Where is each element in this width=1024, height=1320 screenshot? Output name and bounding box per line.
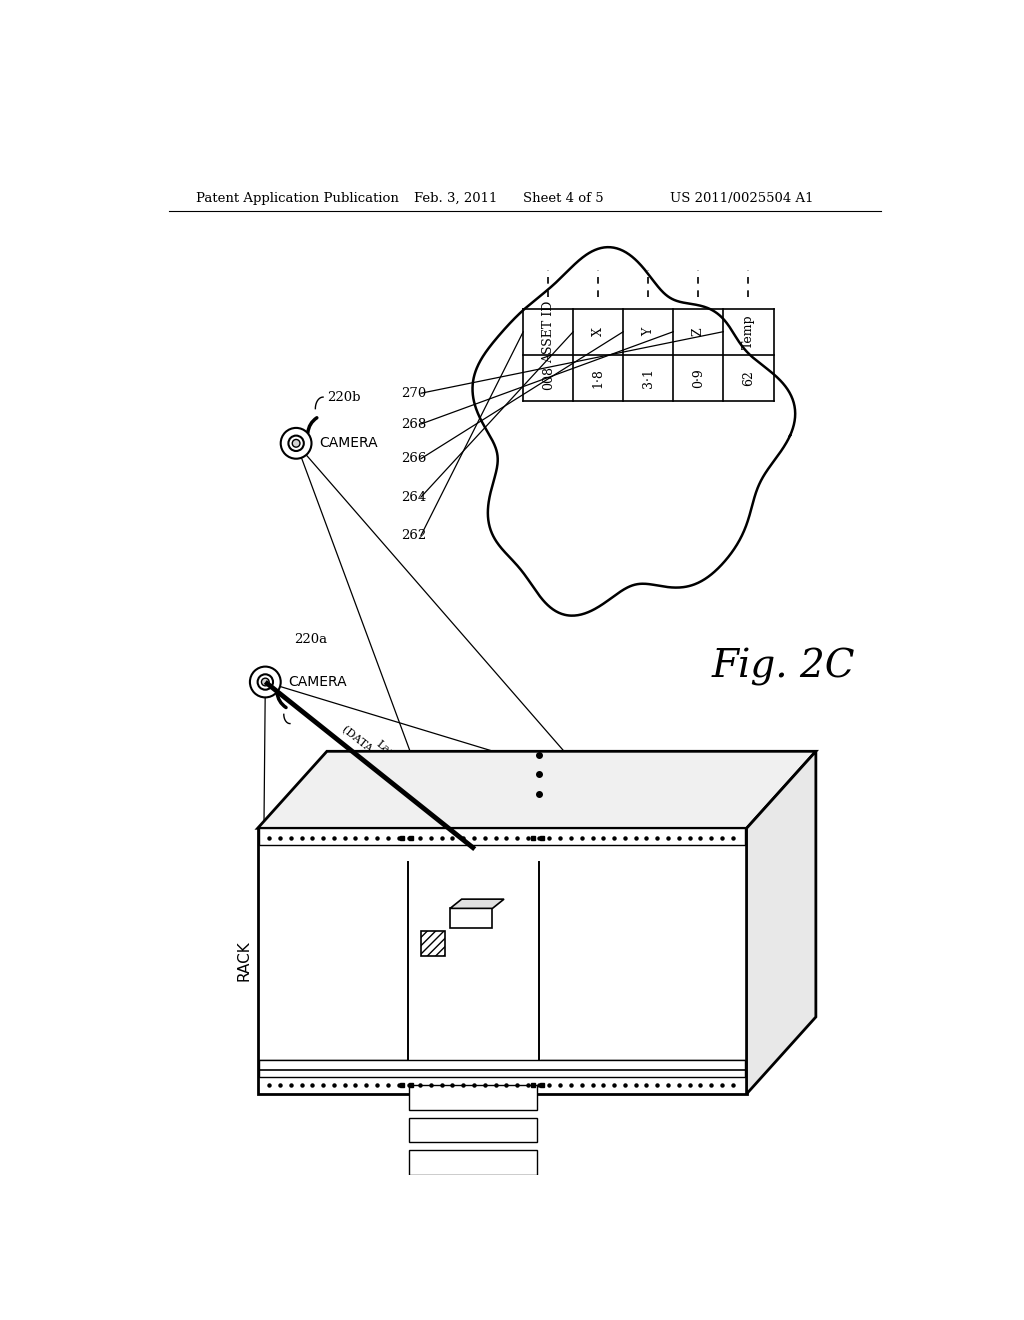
Circle shape <box>258 675 273 689</box>
Text: US 2011/0025504 A1: US 2011/0025504 A1 <box>670 191 813 205</box>
Text: Y: Y <box>642 327 655 335</box>
Text: 110: 110 <box>562 783 588 797</box>
Bar <box>410 1085 538 1110</box>
Text: Laser: Laser <box>375 739 406 766</box>
Text: 220a: 220a <box>295 634 328 647</box>
Polygon shape <box>451 908 493 928</box>
Text: 0·9: 0·9 <box>692 368 705 388</box>
Text: X: X <box>592 327 605 337</box>
Bar <box>541 1060 745 1071</box>
Text: 008: 008 <box>452 973 465 998</box>
Text: Z: Z <box>692 327 705 337</box>
Bar <box>259 1060 745 1077</box>
Text: RACK: RACK <box>237 940 252 981</box>
Circle shape <box>261 678 269 686</box>
Text: 008: 008 <box>542 366 555 389</box>
Bar <box>259 829 745 845</box>
Bar <box>421 932 445 956</box>
Text: 270: 270 <box>401 387 427 400</box>
Text: Feb. 3, 2011: Feb. 3, 2011 <box>414 191 498 205</box>
Text: 262: 262 <box>401 529 427 543</box>
Text: 268: 268 <box>401 417 427 430</box>
Text: 266: 266 <box>401 453 427 465</box>
Circle shape <box>289 436 304 451</box>
Text: CAMERA: CAMERA <box>319 437 378 450</box>
Text: 3·1: 3·1 <box>642 368 655 388</box>
Text: Temp: Temp <box>742 314 755 348</box>
Bar <box>259 1060 407 1071</box>
Text: (DATA CHANNEL): (DATA CHANNEL) <box>340 723 428 797</box>
Polygon shape <box>451 899 504 908</box>
Bar <box>410 1118 538 1143</box>
Text: Patent Application Publication: Patent Application Publication <box>196 191 399 205</box>
Text: Sheet 4 of 5: Sheet 4 of 5 <box>523 191 604 205</box>
Text: 1·8: 1·8 <box>592 368 605 388</box>
Text: 264: 264 <box>401 491 427 504</box>
Bar <box>410 1150 538 1175</box>
Text: 220b: 220b <box>327 391 360 404</box>
Text: CAMERA: CAMERA <box>289 675 347 689</box>
Polygon shape <box>258 751 816 829</box>
Circle shape <box>281 428 311 459</box>
Bar <box>258 829 746 1094</box>
Text: Fig. 2C: Fig. 2C <box>712 648 855 685</box>
Text: 62: 62 <box>742 370 755 385</box>
Circle shape <box>292 440 300 447</box>
Polygon shape <box>746 751 816 1094</box>
Circle shape <box>250 667 281 697</box>
Text: ASSET ID: ASSET ID <box>542 301 555 363</box>
